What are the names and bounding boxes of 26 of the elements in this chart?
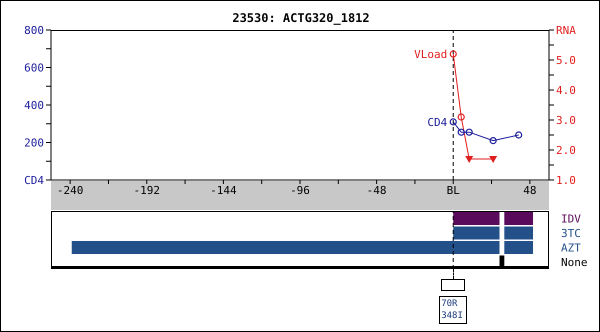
y-tick-label: IDV <box>561 212 582 226</box>
x-tick-label: -144 <box>210 184 237 197</box>
y2-tick-label: 2.0 <box>556 144 576 157</box>
y-tick-label: None <box>561 256 588 269</box>
x-tick-label: BL <box>446 184 460 197</box>
y-tick-label: 800 <box>24 24 44 37</box>
y2-tick-label: RNA <box>556 24 576 37</box>
series-label: VLoad <box>414 48 448 61</box>
x-tick-label: -240 <box>56 184 84 197</box>
y-tick-label: 3TC <box>561 226 581 240</box>
y2-tick-label: 1.0 <box>556 174 576 187</box>
series-label: CD4 <box>427 116 448 129</box>
y-tick-label: 400 <box>24 98 44 112</box>
y-tick-label: 200 <box>24 136 44 150</box>
y2-tick-label: 3.0 <box>556 114 576 127</box>
y-tick-label: CD4 <box>24 174 44 187</box>
chart-title: 23530: ACTG320_1812 <box>231 11 371 25</box>
y2-tick-label: 4.0 <box>556 84 576 97</box>
x-tick-label: -96 <box>290 184 310 197</box>
text: 70R 348I <box>441 298 466 322</box>
x-tick-label: -192 <box>134 184 160 197</box>
y2-tick-label: 5.0 <box>556 54 576 67</box>
x-tick-label: 48 <box>523 184 536 197</box>
y-tick-label: 600 <box>24 61 44 74</box>
x-tick-label: -48 <box>366 184 387 197</box>
y-tick-label: AZT <box>561 241 582 254</box>
